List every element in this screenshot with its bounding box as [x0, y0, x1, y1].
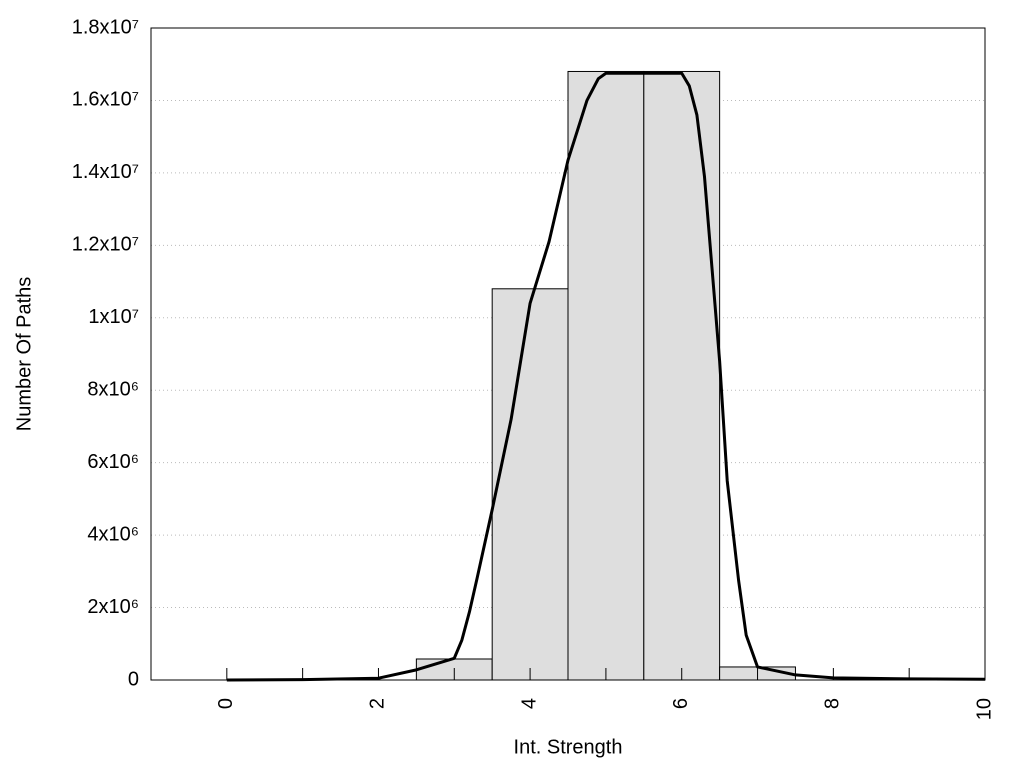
- y-tick-label: 0: [128, 668, 139, 690]
- bar: [567, 70, 645, 681]
- y-tick-label: 2x10⁶: [87, 596, 139, 618]
- y-axis-title: Number Of Paths: [13, 277, 35, 432]
- bar: [491, 288, 569, 681]
- y-tick-label: 8x10⁶: [87, 379, 139, 401]
- y-tick-label: 6x10⁶: [87, 451, 139, 473]
- y-tick-label: 1.4x10⁷: [72, 161, 139, 183]
- y-tick-label: 1.8x10⁷: [72, 16, 139, 38]
- x-tick-label: 8: [822, 698, 844, 709]
- plot-frame: [150, 27, 986, 681]
- bar: [643, 70, 721, 681]
- x-tick-label: 6: [670, 698, 692, 709]
- y-tick-label: 1x10⁷: [88, 306, 139, 328]
- x-tick-label: 10: [973, 698, 995, 720]
- y-tick-label: 1.6x10⁷: [72, 89, 139, 111]
- y-tick-label: 4x10⁶: [87, 523, 139, 545]
- curve: [226, 71, 986, 682]
- y-tick-label: 1.2x10⁷: [72, 234, 139, 256]
- x-tick-label: 4: [518, 698, 540, 709]
- x-axis-title: Int. Strength: [514, 736, 623, 758]
- x-tick-label: 2: [367, 698, 389, 709]
- x-tick-label: 0: [215, 698, 237, 709]
